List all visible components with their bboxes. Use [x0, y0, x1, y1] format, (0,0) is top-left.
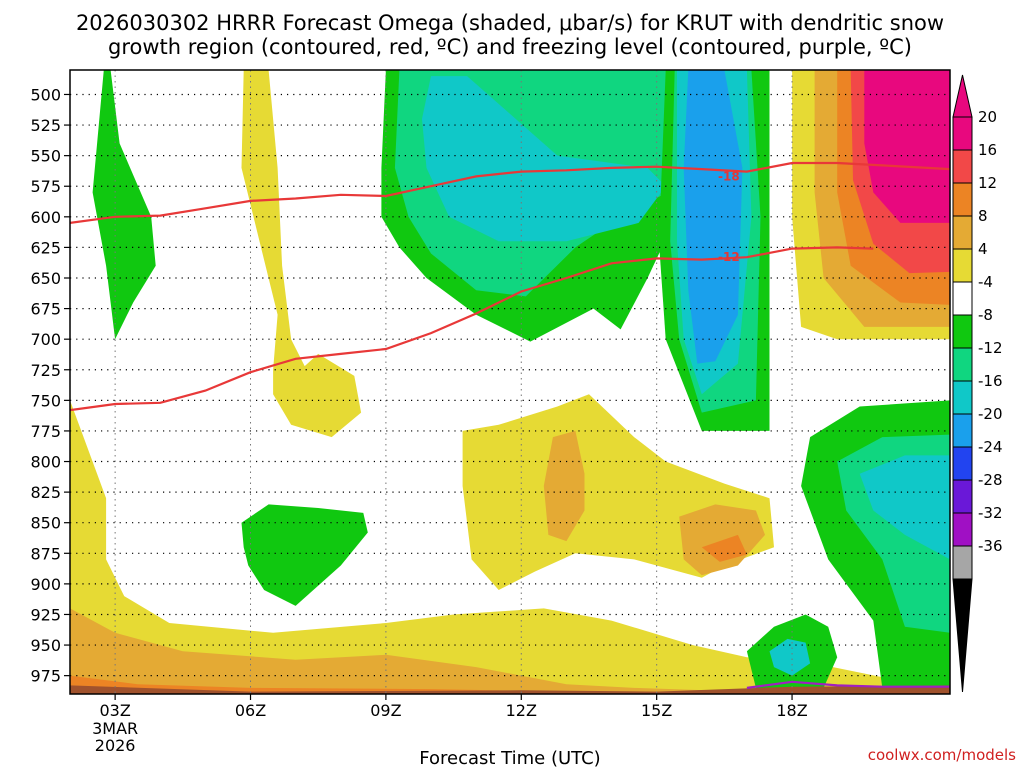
y-tick-label-500: 500	[30, 85, 61, 104]
colorbar-bin--12-to--8	[952, 347, 973, 382]
colorbar-bin-4-to-8	[952, 248, 973, 283]
x-axis-label: Forecast Time (UTC)	[419, 748, 600, 768]
chart-title-line-1: 2026030302 HRRR Forecast Omega (shaded, …	[76, 11, 944, 35]
colorbar-label-12: 12	[978, 174, 997, 192]
y-tick-label-575: 575	[30, 177, 61, 196]
x-tick-label-03Z: 03Z	[99, 701, 130, 720]
colorbar-bin-20-to-24	[952, 116, 973, 151]
y-tick-label-675: 675	[30, 300, 61, 319]
omega-downward-strong-lowlevel	[70, 675, 702, 694]
y-tick-label-775: 775	[30, 422, 61, 441]
y-tick-label-800: 800	[30, 453, 61, 472]
x-tick-label-18Z: 18Z	[776, 701, 807, 720]
colorbar-bin-12-to-16	[952, 182, 973, 217]
colorbar-bin--8-to--4	[952, 314, 973, 349]
colorbar-bin--28-to--24	[952, 479, 973, 514]
colorbar-label--36: -36	[978, 537, 1003, 555]
colorbar-bin--20-to--16	[952, 413, 973, 448]
omega-upward-column-15z-blue	[683, 70, 743, 364]
colorbar-label--32: -32	[978, 504, 1003, 522]
plot-frame	[69, 69, 951, 695]
colorbar-bin--4-to-4	[952, 281, 973, 316]
credit-text: coolwx.com/models	[868, 746, 1016, 764]
y-tick-label-600: 600	[30, 208, 61, 227]
colorbar-label--4: -4	[978, 273, 993, 291]
omega-teal-lowlevel-19z	[859, 455, 950, 560]
omega-downward-column-19z-magenta	[864, 70, 950, 223]
x-tick-label-06Z: 06Z	[235, 701, 266, 720]
omega-upward-teal-main	[422, 76, 666, 242]
isotherm-minus-12-label: -12	[718, 250, 740, 264]
colorbar-label--24: -24	[978, 438, 1003, 456]
plot-area: -18 -12	[70, 70, 950, 694]
colorbar-label-4: 4	[978, 240, 988, 258]
y-tick-label-550: 550	[30, 147, 61, 166]
y-tick-label-950: 950	[30, 636, 61, 655]
colorbar-bin--32-to--28	[952, 512, 973, 547]
colorbar-label--12: -12	[978, 339, 1003, 357]
colorbar-label-8: 8	[978, 207, 988, 225]
omega-upward-green-early	[92, 70, 156, 340]
colorbar-bin--16-to--12	[952, 380, 973, 415]
colorbar-label--28: -28	[978, 471, 1003, 489]
colorbar: 20 16 12 8 4 -4 -8 -12 -16 -20 -24 -28 -32 -36	[952, 74, 1003, 693]
isotherm-minus-18-line	[70, 161, 950, 224]
y-tick-label-525: 525	[30, 116, 61, 135]
x-tick-label-09Z: 09Z	[370, 701, 401, 720]
colorbar-bin--36-to--32	[952, 545, 973, 580]
contour-layer: -18 -12	[70, 161, 950, 689]
colorbar-bin-8-to-12	[952, 215, 973, 250]
y-tick-label-975: 975	[30, 667, 61, 686]
colorbar-bin--24-to--20	[952, 446, 973, 481]
colorbar-label-16: 16	[978, 141, 997, 159]
y-tick-label-850: 850	[30, 514, 61, 533]
colorbar-over-arrow	[952, 74, 973, 118]
omega-downward-yellow-early	[241, 70, 362, 438]
terrain-strip	[70, 685, 950, 694]
y-tick-label-725: 725	[30, 361, 61, 380]
colorbar-under-arrow	[952, 578, 973, 693]
omega-shading-layer	[70, 70, 950, 694]
colorbar-label-20: 20	[978, 108, 997, 126]
y-tick-label-750: 750	[30, 391, 61, 410]
x-tick-label-12Z: 12Z	[506, 701, 537, 720]
x-tick-label-15Z: 15Z	[641, 701, 672, 720]
freezing-level-0-line	[746, 680, 950, 689]
y-tick-label-625: 625	[30, 238, 61, 257]
x-tick-sublabel-2026: 2026	[95, 736, 136, 755]
omega-goldenrod-blob-12z	[543, 430, 585, 542]
omega-downward-orange-lowlevel	[70, 608, 950, 694]
colorbar-bin-16-to-20	[952, 149, 973, 184]
chart-title-line-2: growth region (contoured, red, ºC) and f…	[108, 35, 912, 59]
y-tick-label-650: 650	[30, 269, 61, 288]
omega-green-midlevel	[241, 504, 368, 606]
colorbar-label--8: -8	[978, 306, 993, 324]
colorbar-label--16: -16	[978, 372, 1003, 390]
x-tick-sublabel-3MAR: 3MAR	[92, 719, 138, 738]
isotherm-minus-18-label: -18	[718, 169, 740, 183]
y-tick-label-875: 875	[30, 544, 61, 563]
omega-teal-lowlevel-17z	[769, 638, 811, 676]
colorbar-label--20: -20	[978, 405, 1003, 423]
y-tick-label-700: 700	[30, 330, 61, 349]
y-tick-label-825: 825	[30, 483, 61, 502]
y-tick-label-925: 925	[30, 605, 61, 624]
isotherm-minus-12-line	[70, 246, 874, 412]
omega-goldenrod-blob-16z	[679, 504, 765, 576]
omega-orange-blob-16z	[701, 534, 747, 562]
y-tick-label-900: 900	[30, 575, 61, 594]
y-axis: 500 525 550 575 600 625 650 675 700 725 750 775 800 8…	[30, 85, 70, 686]
